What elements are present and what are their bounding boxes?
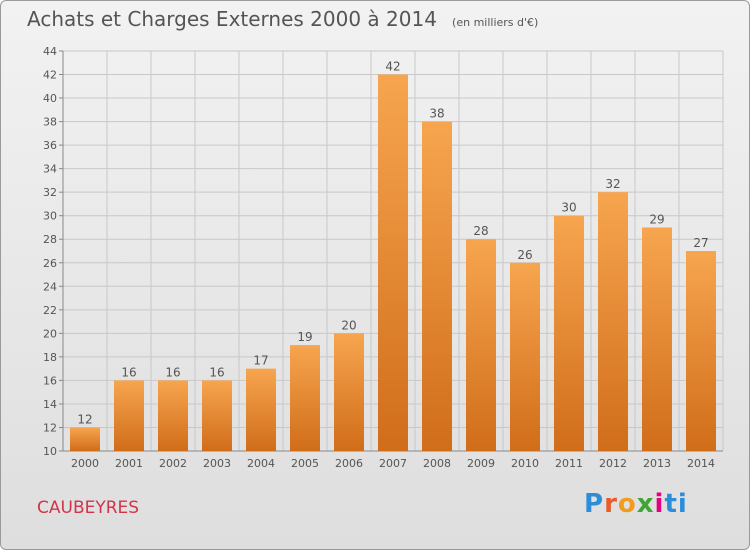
- value-label: 29: [649, 212, 664, 226]
- value-label: 42: [385, 60, 400, 74]
- commune-name: CAUBEYRES: [37, 498, 140, 518]
- logo-letter: o: [617, 489, 637, 519]
- y-tick-label: 12: [43, 421, 57, 434]
- y-tick-label: 30: [43, 210, 57, 223]
- bar: [554, 215, 584, 451]
- x-tick-label: 2006: [335, 457, 363, 470]
- value-label: 17: [253, 354, 268, 368]
- bar: [290, 345, 320, 451]
- bar: [158, 380, 188, 451]
- bar: [70, 427, 100, 451]
- x-tick-label: 2009: [467, 457, 495, 470]
- chart-title: Achats et Charges Externes 2000 à 2014: [27, 7, 437, 31]
- x-tick-label: 2011: [555, 457, 583, 470]
- value-label: 27: [693, 236, 708, 250]
- logo-letter: r: [604, 489, 618, 519]
- value-label: 16: [209, 365, 224, 379]
- y-tick-label: 18: [43, 351, 57, 364]
- proxiti-logo: Proxiti: [584, 489, 688, 519]
- value-label: 32: [605, 177, 620, 191]
- y-tick-label: 42: [43, 69, 57, 82]
- x-tick-label: 2002: [159, 457, 187, 470]
- y-tick-label: 36: [43, 139, 57, 152]
- value-label: 28: [473, 224, 488, 238]
- chart-subtitle: (en milliers d'€): [452, 16, 539, 29]
- bar: [686, 251, 716, 451]
- value-label: 12: [77, 412, 92, 426]
- y-tick-label: 16: [43, 374, 57, 387]
- x-tick-label: 2008: [423, 457, 451, 470]
- logo-letter: x: [636, 489, 655, 519]
- value-label: 19: [297, 330, 312, 344]
- logo-letter: ti: [664, 489, 688, 519]
- bar: [334, 333, 364, 451]
- y-tick-label: 20: [43, 327, 57, 340]
- bar: [246, 368, 276, 451]
- bar-layer: [70, 74, 716, 452]
- y-tick-label: 26: [43, 257, 57, 270]
- logo-letter: P: [584, 489, 605, 519]
- y-tick-label: 32: [43, 186, 57, 199]
- y-tick-label: 24: [43, 280, 57, 293]
- bar: [378, 74, 408, 451]
- y-tick-label: 10: [43, 445, 57, 458]
- y-tick-label: 22: [43, 304, 57, 317]
- value-label: 16: [165, 365, 180, 379]
- bar: [202, 380, 232, 451]
- x-tick-label: 2010: [511, 457, 539, 470]
- logo-letter: i: [654, 489, 665, 519]
- y-tick-label: 14: [43, 398, 57, 411]
- y-tick-label: 38: [43, 116, 57, 129]
- bar: [510, 262, 540, 451]
- value-label: 16: [121, 365, 136, 379]
- y-tick-label: 40: [43, 92, 57, 105]
- value-label: 30: [561, 201, 576, 215]
- title-row: Achats et Charges Externes 2000 à 2014 (…: [27, 7, 538, 31]
- bar: [642, 227, 672, 451]
- label-layer: 10 12 14 16 18 20 22 24 26 28 30 32 34 36 38 40 42 44 12 20…: [43, 45, 715, 470]
- x-tick-label: 2005: [291, 457, 319, 470]
- x-tick-label: 2013: [643, 457, 671, 470]
- bar: [466, 239, 496, 451]
- y-tick-label: 44: [43, 45, 57, 58]
- x-tick-label: 2014: [687, 457, 715, 470]
- y-tick-label: 34: [43, 163, 57, 176]
- bar: [598, 192, 628, 452]
- x-tick-label: 2000: [71, 457, 99, 470]
- bar: [422, 121, 452, 452]
- x-tick-label: 2003: [203, 457, 231, 470]
- x-tick-label: 2004: [247, 457, 275, 470]
- value-label: 26: [517, 248, 532, 262]
- y-tick-label: 28: [43, 233, 57, 246]
- x-tick-label: 2001: [115, 457, 143, 470]
- x-tick-label: 2012: [599, 457, 627, 470]
- value-label: 20: [341, 318, 356, 332]
- x-tick-label: 2007: [379, 457, 407, 470]
- bar: [114, 380, 144, 451]
- value-label: 38: [429, 107, 444, 121]
